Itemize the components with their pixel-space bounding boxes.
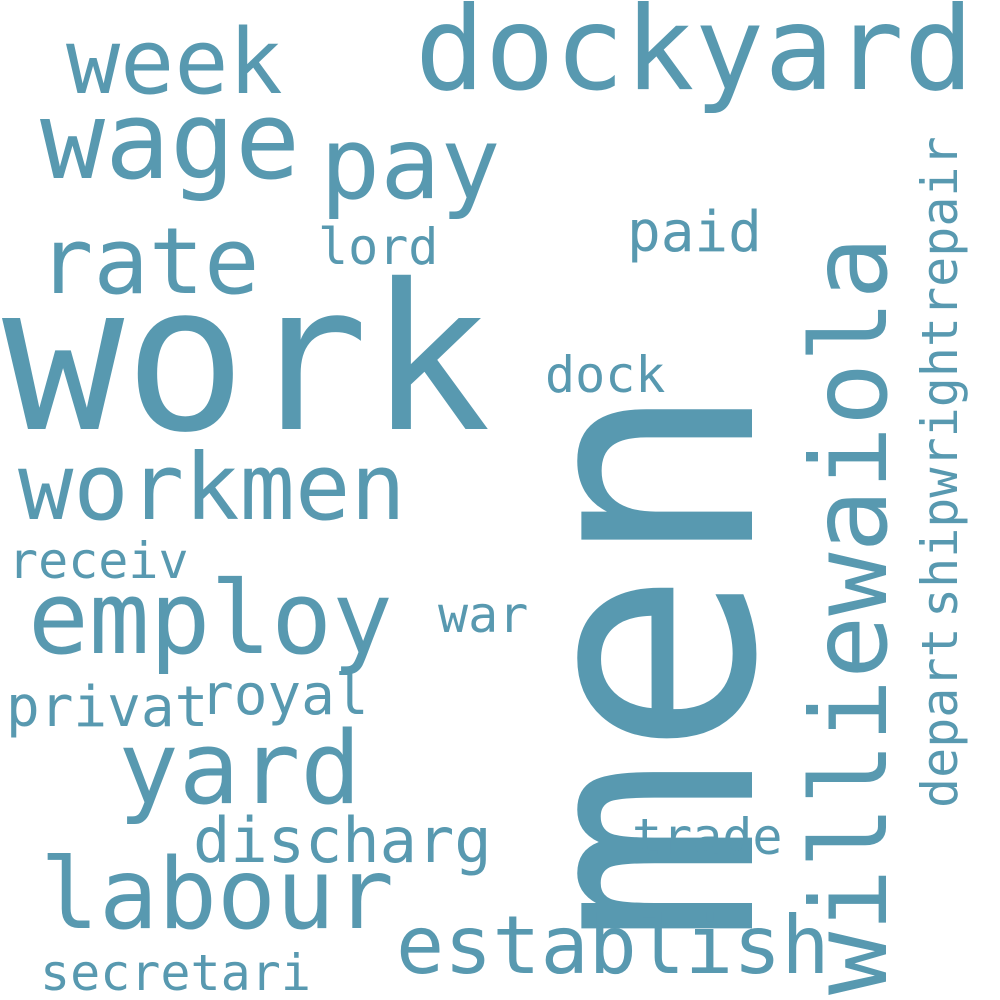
word-paid: paid bbox=[627, 200, 762, 265]
word-williewaiola: williewaiola bbox=[789, 236, 911, 995]
word-dockyard: dockyard bbox=[415, 0, 974, 117]
word-pay: pay bbox=[320, 105, 501, 222]
word-establish: establish bbox=[396, 899, 830, 992]
word-work: work bbox=[2, 241, 491, 477]
word-discharg: discharg bbox=[193, 804, 492, 877]
word-secretari: secretari bbox=[40, 944, 311, 1000]
word-week: week bbox=[66, 10, 283, 115]
word-lord: lord bbox=[318, 218, 439, 276]
word-royal: royal bbox=[200, 663, 369, 728]
word-war: war bbox=[438, 586, 529, 644]
word-depart: depart bbox=[911, 627, 969, 808]
word-receiv: receiv bbox=[8, 532, 189, 590]
word-labour: labour bbox=[40, 838, 395, 952]
word-dock: dock bbox=[545, 346, 666, 404]
word-shipwrightrepair: shipwrightrepair bbox=[911, 136, 969, 618]
word-yard: yard bbox=[118, 709, 362, 827]
word-privat: privat bbox=[6, 675, 209, 740]
word-rate: rate bbox=[38, 208, 260, 315]
word-workmen: workmen bbox=[18, 434, 406, 541]
word-employ: employ bbox=[28, 559, 393, 677]
word-trade: trade bbox=[632, 808, 783, 866]
word-wage: wage bbox=[40, 79, 301, 204]
